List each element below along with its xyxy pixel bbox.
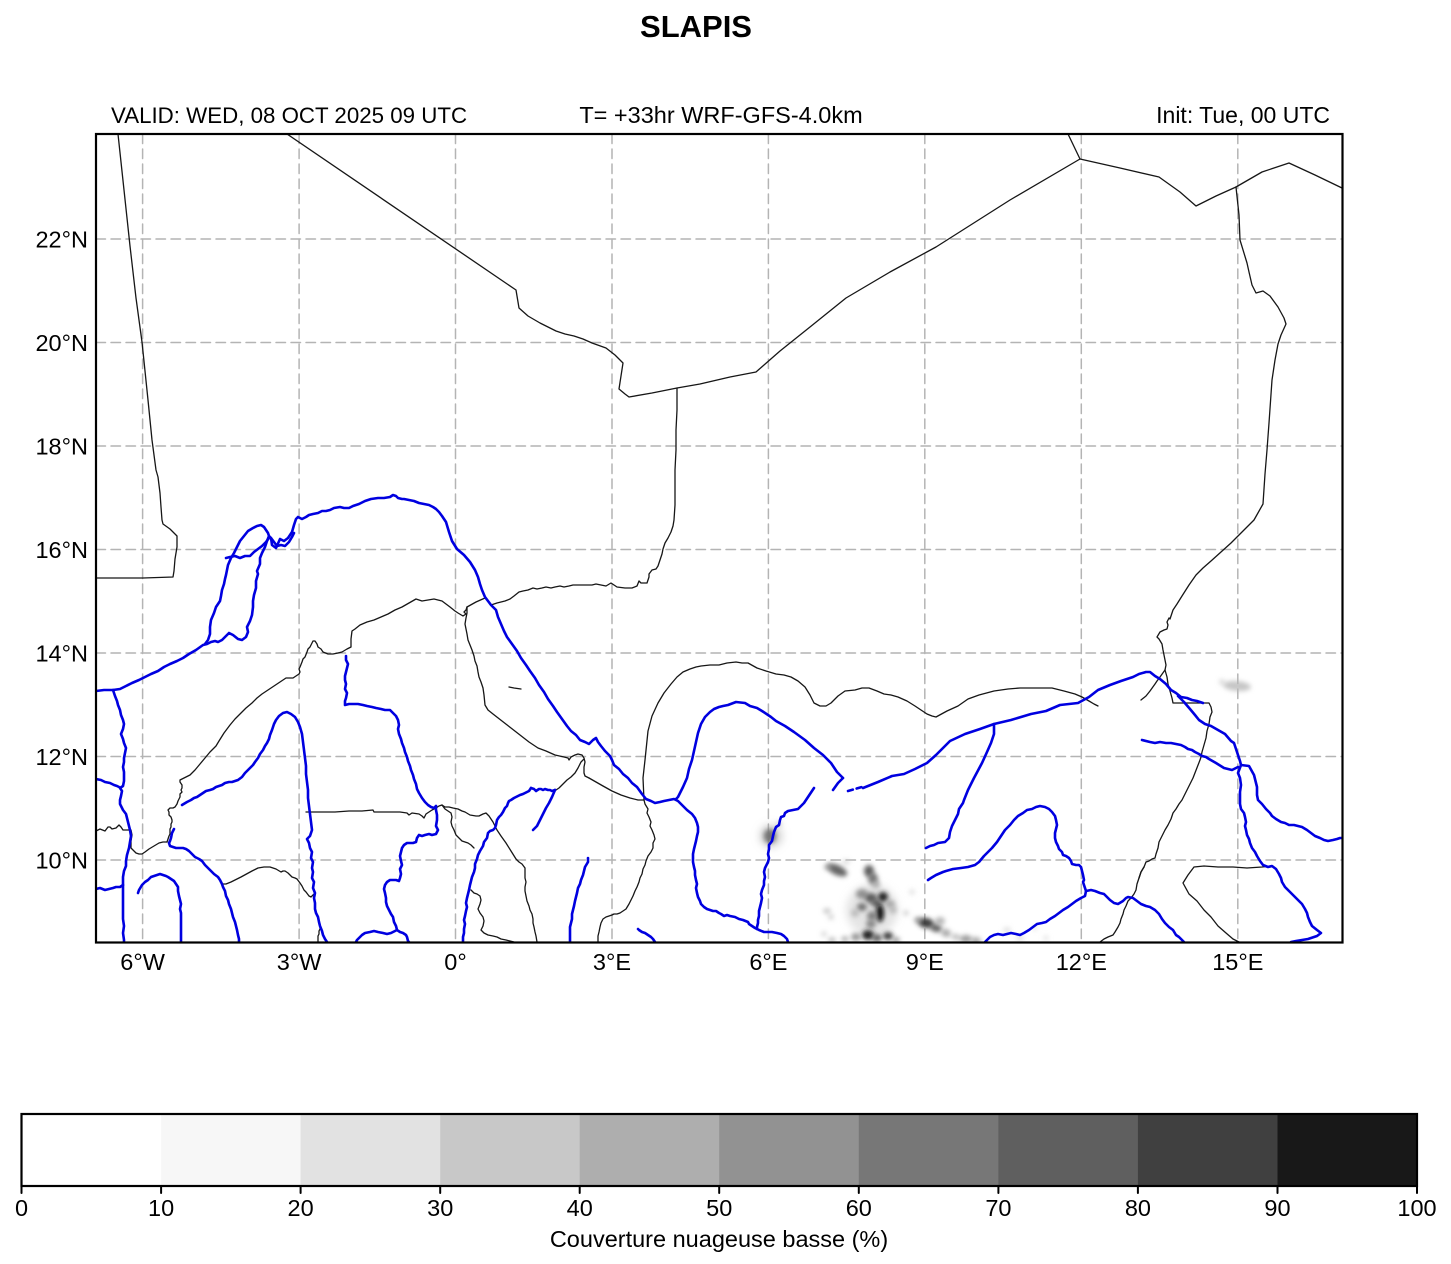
svg-text:Init: Tue, 00 UTC: Init: Tue, 00 UTC — [1156, 102, 1330, 128]
svg-text:6°W: 6°W — [120, 949, 165, 975]
svg-text:14°N: 14°N — [35, 641, 88, 667]
svg-text:20°N: 20°N — [35, 330, 88, 356]
svg-text:22°N: 22°N — [35, 227, 88, 253]
svg-text:70: 70 — [985, 1195, 1011, 1221]
svg-text:80: 80 — [1125, 1195, 1151, 1221]
svg-text:100: 100 — [1397, 1195, 1436, 1221]
svg-text:10: 10 — [148, 1195, 174, 1221]
svg-text:0°: 0° — [444, 949, 466, 975]
svg-text:20: 20 — [288, 1195, 314, 1221]
svg-text:50: 50 — [706, 1195, 732, 1221]
svg-text:10°N: 10°N — [35, 848, 88, 874]
svg-text:VALID: WED, 08 OCT 2025 09 UTC: VALID: WED, 08 OCT 2025 09 UTC — [111, 103, 467, 128]
svg-text:SLAPIS: SLAPIS — [640, 9, 752, 44]
svg-text:40: 40 — [567, 1195, 593, 1221]
svg-text:90: 90 — [1264, 1195, 1290, 1221]
svg-text:16°N: 16°N — [35, 537, 88, 563]
svg-text:6°E: 6°E — [749, 949, 787, 975]
svg-text:Couverture nuageuse basse (%): Couverture nuageuse basse (%) — [550, 1226, 888, 1252]
svg-text:30: 30 — [427, 1195, 453, 1221]
svg-text:T= +33hr WRF-GFS-4.0km: T= +33hr WRF-GFS-4.0km — [579, 102, 862, 128]
svg-text:0: 0 — [15, 1195, 28, 1221]
svg-text:15°E: 15°E — [1212, 949, 1263, 975]
svg-text:3°W: 3°W — [277, 949, 322, 975]
svg-text:12°N: 12°N — [35, 744, 88, 770]
svg-text:12°E: 12°E — [1056, 949, 1107, 975]
svg-text:18°N: 18°N — [35, 434, 88, 460]
svg-text:9°E: 9°E — [906, 949, 944, 975]
svg-text:3°E: 3°E — [593, 949, 631, 975]
svg-text:60: 60 — [846, 1195, 872, 1221]
